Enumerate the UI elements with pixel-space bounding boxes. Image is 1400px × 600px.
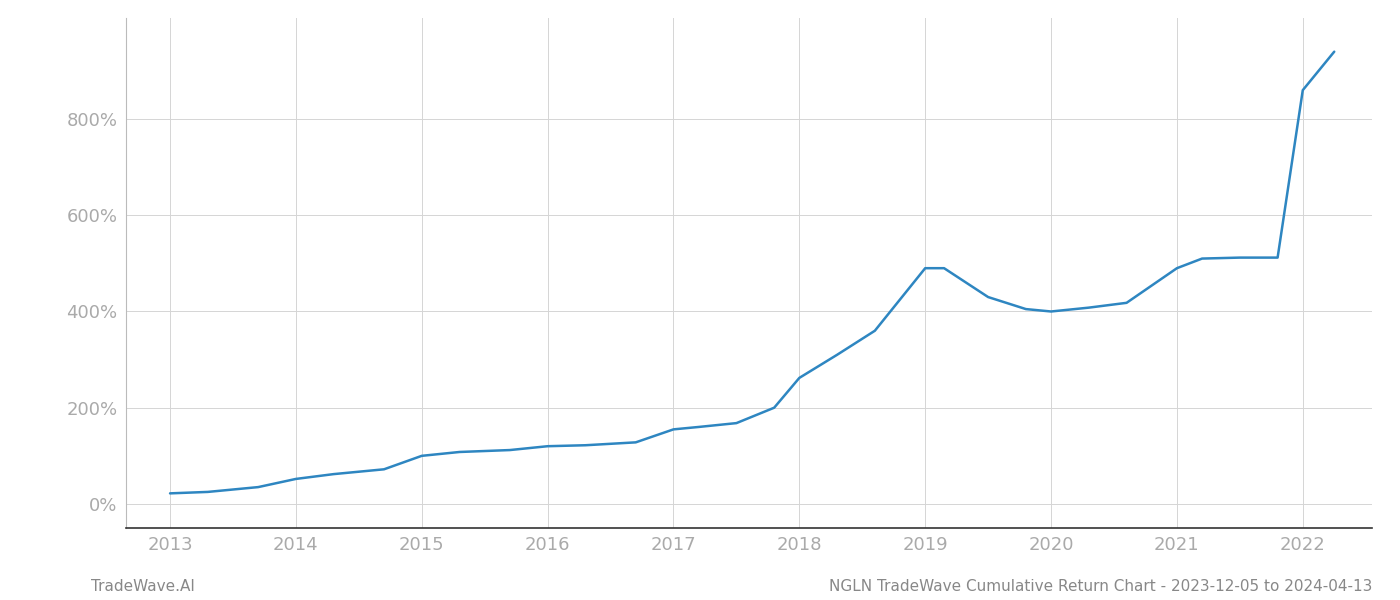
Text: TradeWave.AI: TradeWave.AI <box>91 579 195 594</box>
Text: NGLN TradeWave Cumulative Return Chart - 2023-12-05 to 2024-04-13: NGLN TradeWave Cumulative Return Chart -… <box>829 579 1372 594</box>
